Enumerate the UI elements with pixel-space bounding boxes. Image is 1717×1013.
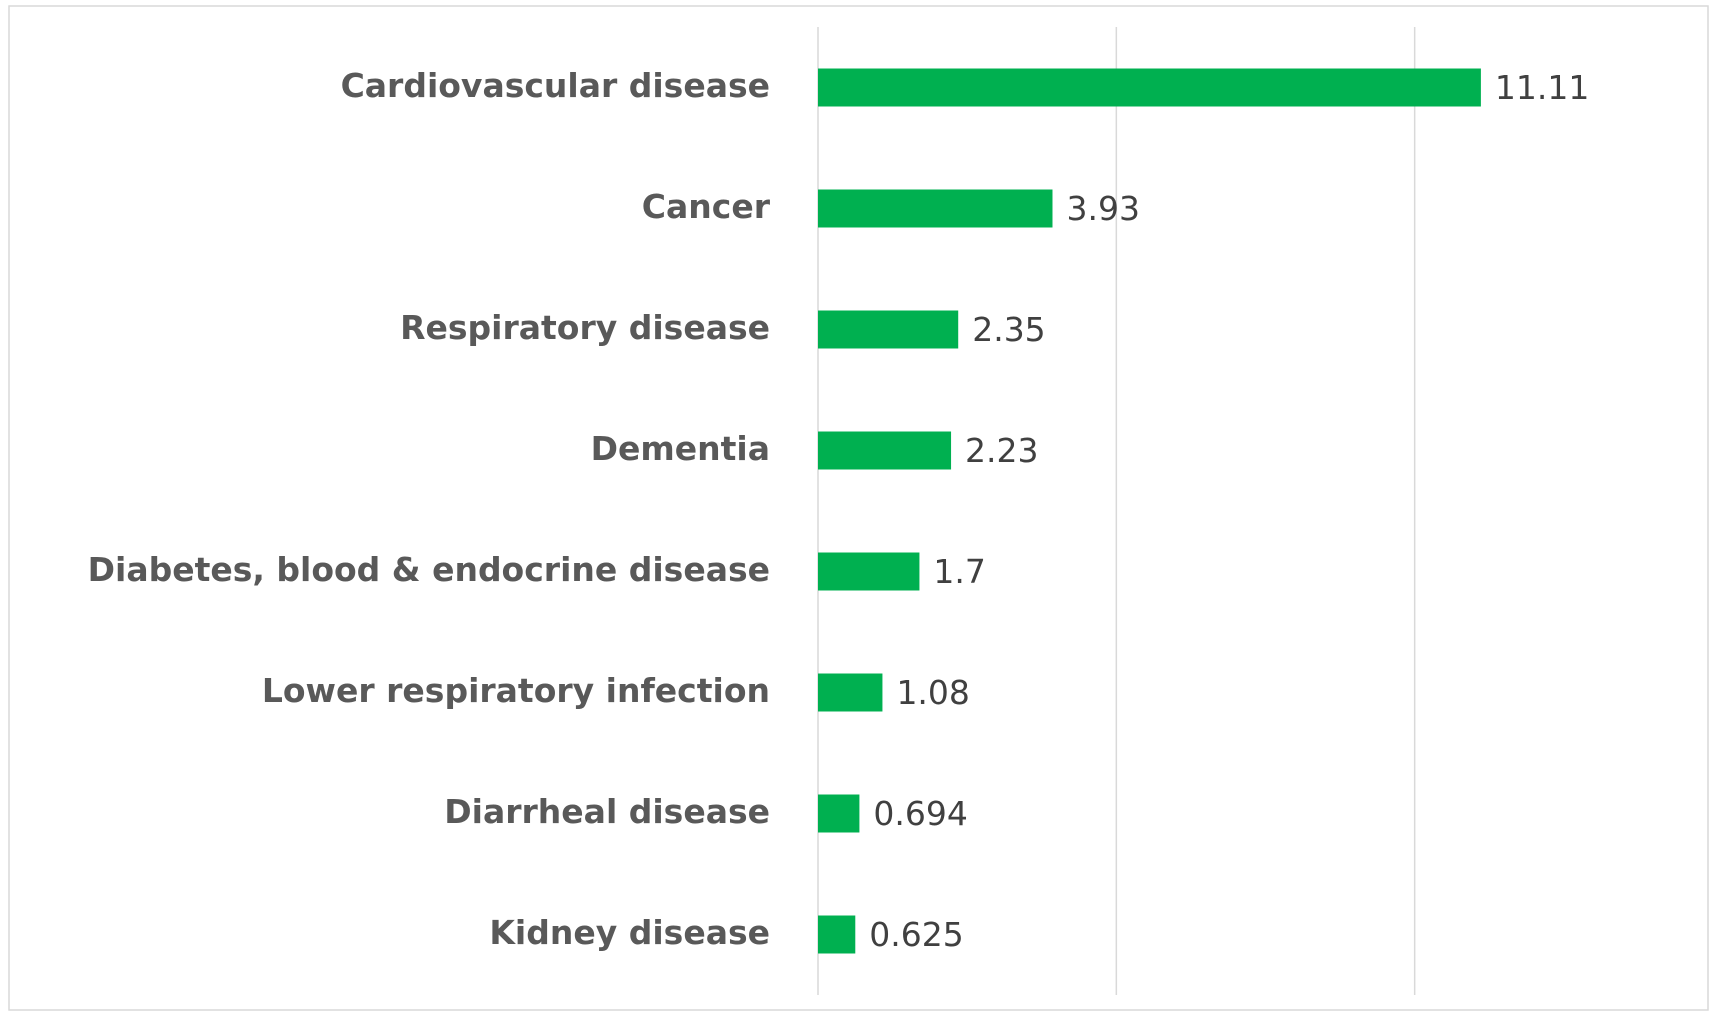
data-label: 1.08 xyxy=(896,673,969,712)
bar xyxy=(818,431,952,470)
bar xyxy=(818,68,1481,107)
data-label: 2.35 xyxy=(972,310,1045,349)
data-label: 11.11 xyxy=(1495,68,1589,107)
bar xyxy=(818,310,959,349)
data-label: 3.93 xyxy=(1066,189,1139,228)
data-label: 1.7 xyxy=(933,552,985,591)
y-tick-label: Cancer xyxy=(642,187,771,226)
y-tick-label: Kidney disease xyxy=(489,913,770,952)
y-tick-label: Diabetes, blood & endocrine disease xyxy=(88,550,770,589)
data-label: 2.23 xyxy=(965,431,1038,470)
y-tick-label: Dementia xyxy=(591,429,770,468)
bar xyxy=(818,794,860,833)
y-tick-label: Cardiovascular disease xyxy=(341,66,770,105)
bar xyxy=(818,915,856,954)
data-label: 0.694 xyxy=(873,794,967,833)
y-tick-label: Respiratory disease xyxy=(400,308,770,347)
y-tick-label: Diarrheal disease xyxy=(444,792,770,831)
data-label: 0.625 xyxy=(869,915,963,954)
bar xyxy=(818,189,1053,228)
bar xyxy=(818,673,883,712)
chart-frame xyxy=(8,5,1709,1011)
y-tick-label: Lower respiratory infection xyxy=(262,671,770,710)
bar xyxy=(818,552,920,591)
